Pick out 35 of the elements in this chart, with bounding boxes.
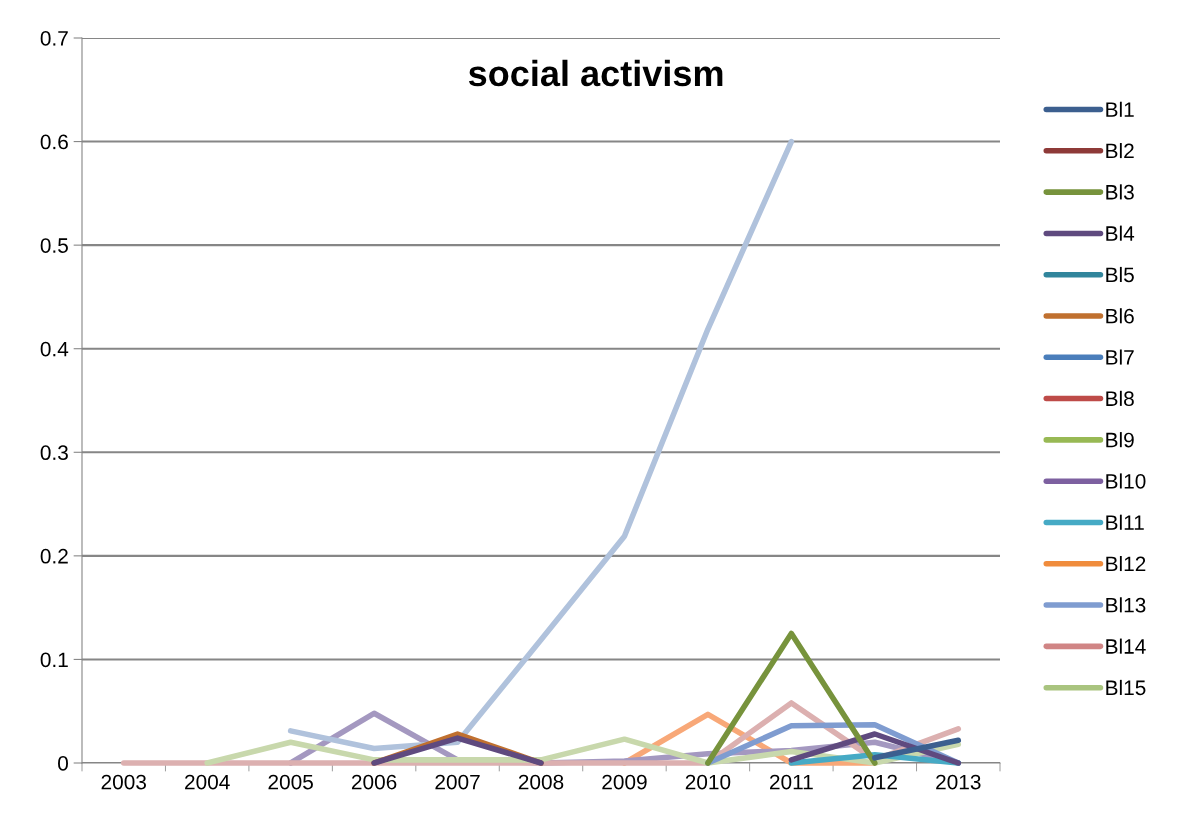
x-tick-label: 2006 — [351, 774, 397, 790]
legend-label: Bl13 — [1106, 597, 1146, 613]
x-tick-label: 2003 — [101, 774, 146, 790]
x-tick-label: 2013 — [936, 774, 981, 790]
chart-title: social activism — [468, 59, 723, 87]
x-tick-label: 2004 — [185, 774, 230, 790]
legend-label: Bl10 — [1106, 473, 1146, 489]
x-tick-label: 2011 — [770, 774, 813, 790]
y-tick-label: 0.2 — [40, 548, 68, 564]
legend-label: Bl4 — [1106, 225, 1135, 241]
y-tick-label: 0.1 — [40, 652, 68, 668]
legend-label: Bl9 — [1106, 432, 1134, 448]
legend-label: Bl8 — [1106, 390, 1134, 407]
y-tick-label: 0.7 — [40, 31, 68, 46]
y-tick-label: 0.4 — [40, 341, 69, 357]
x-tick-label: 2010 — [685, 774, 731, 790]
x-tick-label: 2012 — [852, 774, 897, 790]
y-tick-label: 0 — [58, 756, 68, 771]
legend-label: Bl5 — [1106, 266, 1134, 283]
legend-label: Bl11 — [1106, 514, 1144, 530]
y-tick-label: 0.6 — [40, 134, 68, 150]
x-tick-label: 2009 — [602, 774, 647, 790]
legend-label: Bl15 — [1106, 679, 1146, 696]
y-tick-label: 0.5 — [40, 238, 68, 253]
legend-label: Bl7 — [1106, 349, 1134, 365]
y-tick-label: 0.3 — [40, 445, 68, 461]
legend-label: Bl2 — [1106, 143, 1134, 159]
x-tick-label: 2005 — [268, 774, 313, 790]
legend-label: Bl6 — [1106, 308, 1134, 324]
legend-label: Bl12 — [1106, 555, 1146, 572]
legend-label: Bl1 — [1106, 101, 1134, 117]
legend-label: Bl3 — [1106, 184, 1134, 200]
legend-label: Bl14 — [1106, 638, 1146, 654]
x-tick-label: 2007 — [435, 774, 480, 790]
x-tick-label: 2008 — [518, 774, 564, 790]
